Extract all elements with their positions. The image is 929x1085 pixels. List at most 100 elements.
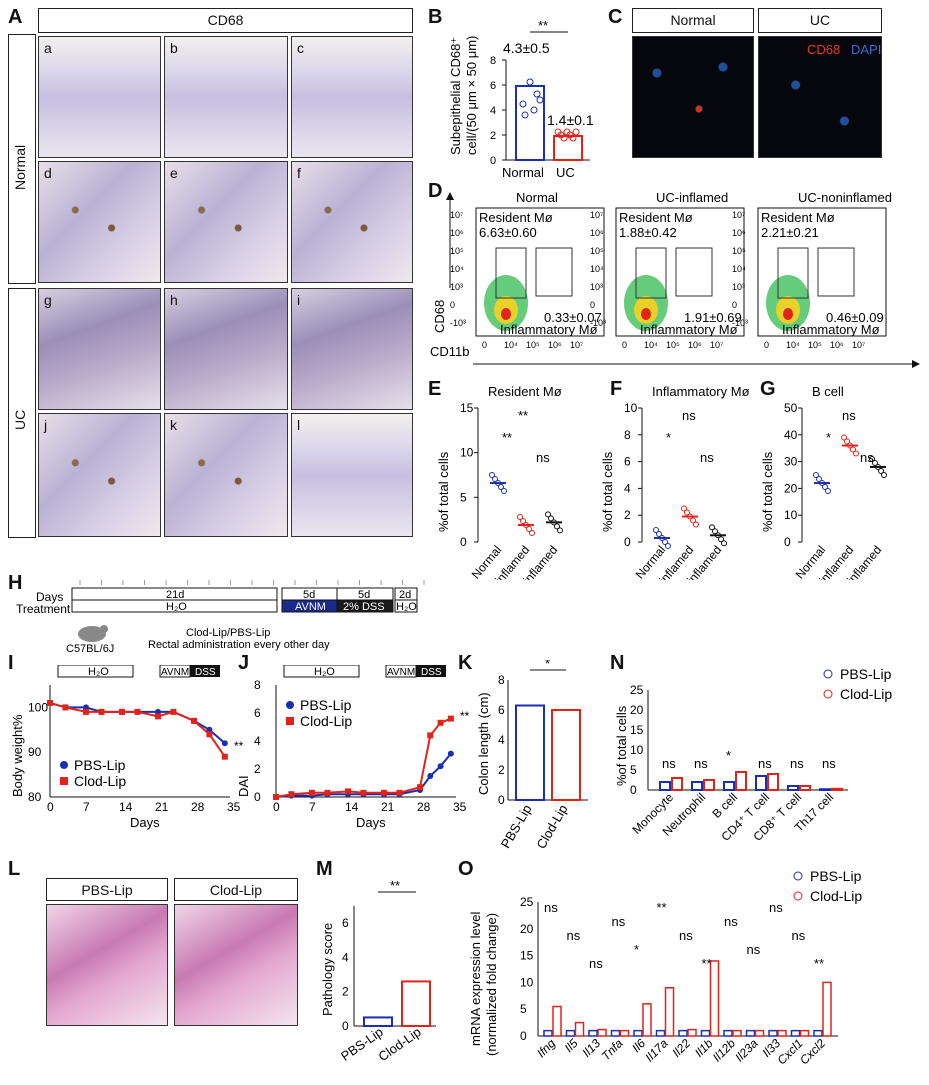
data-point: [659, 534, 665, 541]
flow-title: Normal: [516, 190, 558, 205]
y-tick-label: 0: [520, 1029, 527, 1043]
panel-d-xlabel: CD11b: [430, 344, 470, 359]
o-bar: [700, 1029, 711, 1037]
b-tick-label: 0: [490, 155, 496, 167]
sig-label: ns: [790, 756, 804, 771]
dss-bar: [190, 665, 220, 677]
y-tick-label: 4: [624, 481, 631, 495]
data-point: [825, 488, 831, 495]
inflammatory-gate: [817, 247, 855, 297]
sig-label: ns: [747, 942, 761, 957]
flow-ytick: 10⁶: [732, 228, 746, 238]
series-point: [437, 719, 444, 726]
flow-xtick: 10⁵: [666, 340, 680, 350]
ij-xlabel: Days: [356, 815, 386, 830]
y-tick-label: 40: [784, 428, 798, 442]
y-tick-label: 80: [28, 790, 42, 804]
x-tick-label: 21: [381, 800, 395, 814]
sig-label: **: [390, 878, 400, 893]
inflammatory-gate: [675, 247, 713, 297]
bar-uc: [553, 135, 583, 161]
ij-ylabel: DAI: [236, 775, 251, 797]
sig-label: ns: [544, 900, 558, 915]
resident-label: Resident Mø: [479, 210, 553, 225]
panel-f-label: F: [610, 378, 623, 400]
h2o-bar-label: H₂O: [88, 666, 109, 678]
flow-ytick: 0: [590, 300, 595, 310]
o-bar: [543, 1029, 553, 1037]
flow-ytick: 0: [732, 300, 737, 310]
series-point: [417, 784, 423, 791]
resident-label: Resident Mø: [761, 210, 835, 225]
panel-d-flow: Normal 10⁷ 10⁶ 10⁵ 10⁴ 10³ 0 -10³ 0 10⁴ 10⁵ 10⁶ 10⁷ R…: [430, 190, 920, 368]
panel-b-ylabel-1: Subepithelial CD68⁺: [448, 37, 463, 155]
ij-xlabel: Days: [130, 815, 160, 830]
data-point: [548, 515, 554, 522]
x-tick-label: 7: [309, 800, 316, 814]
data-point: [822, 484, 828, 491]
b-point-normal: [530, 106, 538, 114]
series-point: [381, 789, 387, 796]
legend-marker-clod: [823, 689, 833, 699]
flow-ytick: 10⁶: [590, 228, 604, 238]
y-tick-label: 4: [498, 733, 505, 747]
legend-marker-pbs: [60, 761, 68, 769]
panel-c-header-normal: Normal: [632, 8, 754, 33]
svg-text:Clod-Lip/PBS-Lip: Clod-Lip/PBS-Lip: [186, 627, 270, 639]
sig-label: ns: [694, 756, 708, 771]
uc-row-frame: [8, 288, 36, 538]
series-point: [206, 731, 213, 738]
data-point: [492, 476, 498, 483]
chart-ylabel: %of total cells: [436, 451, 451, 532]
flow-ytick: 10³: [450, 282, 463, 292]
inflammatory-gate: [535, 247, 573, 297]
data-point: [819, 480, 825, 487]
panel-b-cat-normal: Normal: [502, 165, 544, 180]
legend-pbs: PBS-Lip: [74, 757, 126, 773]
y-tick-label: 5: [520, 1002, 527, 1016]
data-point: [495, 480, 501, 487]
chart-ylabel: %of total cells: [760, 451, 775, 532]
data-point: [551, 519, 557, 526]
sig-label: **: [234, 739, 244, 753]
series-point: [437, 763, 444, 770]
y-tick-label: 90: [28, 745, 42, 759]
svg-text:AVNM: AVNM: [295, 601, 326, 613]
fluorescence-uc: CD68 DAPI: [758, 36, 882, 158]
b-tick-label: 6: [490, 80, 496, 92]
dss-bar-label: DSS: [421, 667, 442, 678]
panel-efg-charts: Resident Mø%of total cells051015NormalUC…: [436, 384, 887, 580]
x-tick-label: 28: [191, 800, 205, 814]
n-bar: [659, 781, 671, 791]
resident-value: 2.21±0.21: [761, 225, 819, 240]
sig-label: **: [460, 709, 470, 723]
y-tick-label: 8: [624, 428, 631, 442]
svg-text:5d: 5d: [303, 589, 315, 601]
data-point: [529, 530, 535, 537]
flow-ytick: 10⁷: [450, 210, 463, 220]
data-point: [712, 528, 718, 535]
svg-text:2d: 2d: [399, 589, 411, 601]
o-bar: [664, 987, 675, 1037]
data-point: [844, 438, 850, 445]
y-tick-label: 0: [498, 793, 505, 807]
series-point: [360, 789, 367, 796]
panel-k-label: K: [458, 652, 473, 674]
series-point: [47, 699, 53, 706]
n-bar: [691, 781, 703, 791]
panel-o-label: O: [458, 858, 474, 880]
x-tick-label: 28: [417, 800, 431, 814]
data-point: [869, 455, 875, 462]
row-label-uc: UC: [12, 409, 28, 430]
y-tick-label: 30: [784, 455, 798, 469]
gene-label: Il17a: [642, 1036, 671, 1065]
panel-o-chart: mRNA expression level (normalized fold ch…: [468, 868, 862, 1067]
k-ylabel: Colon length (cm): [476, 692, 491, 795]
flow-ytick: -10³: [732, 318, 748, 328]
sig-label: *: [634, 942, 639, 957]
y-tick-label: 0: [784, 535, 791, 549]
data-point: [718, 536, 724, 543]
y-tick-label: 6: [498, 703, 505, 717]
flow-xtick: 10⁴: [786, 340, 800, 350]
